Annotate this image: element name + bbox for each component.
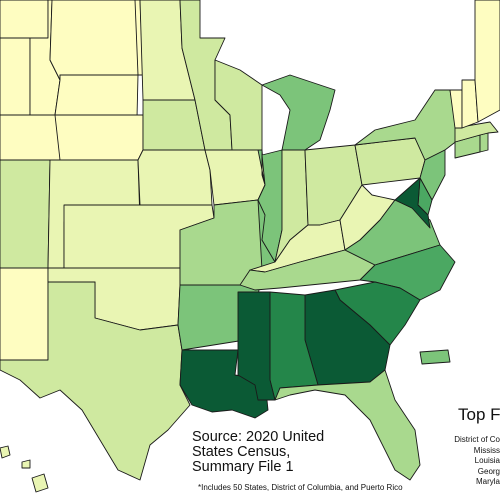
state-az (0, 159, 51, 269)
source-line-1: Source: 2020 United (192, 429, 325, 445)
state-mi (261, 74, 336, 151)
state-nj (419, 149, 446, 201)
source-caption: Source: 2020 United States Census, Summa… (192, 430, 372, 475)
legend-entry: Maryla (475, 477, 500, 486)
legend-list: District of Co Mississ Louisia Georg Mar… (430, 435, 500, 488)
state-pa (354, 137, 426, 186)
hawaii-island (0, 445, 11, 459)
state-wa (0, 0, 49, 39)
state-md (394, 177, 431, 229)
state-ri (479, 132, 489, 153)
hawaii-island (31, 473, 49, 493)
state-ut (0, 114, 61, 161)
state-me (474, 0, 500, 123)
state-ms (237, 291, 276, 401)
legend-entry: Georg (477, 466, 500, 476)
source-line-2: States Census, (192, 444, 291, 460)
state-tx (0, 281, 191, 481)
state-pr (419, 349, 451, 365)
legend-entry: Mississ (473, 445, 500, 455)
state-sd-region (142, 99, 206, 151)
footnote: *Includes 50 States, District of Columbi… (198, 483, 403, 492)
state-mt (49, 0, 141, 81)
legend-title: Top F (458, 405, 500, 424)
state-la (179, 349, 269, 419)
legend-entry: Louisia (474, 456, 500, 465)
source-line-3: Summary File 1 (192, 459, 294, 475)
state-or (0, 37, 31, 116)
state-ne (137, 149, 213, 206)
state-fl (274, 369, 421, 481)
state-ia (204, 149, 266, 206)
hawaii-island (21, 459, 31, 469)
legend-entry: District of Co (454, 435, 500, 444)
state-nm (0, 267, 49, 361)
